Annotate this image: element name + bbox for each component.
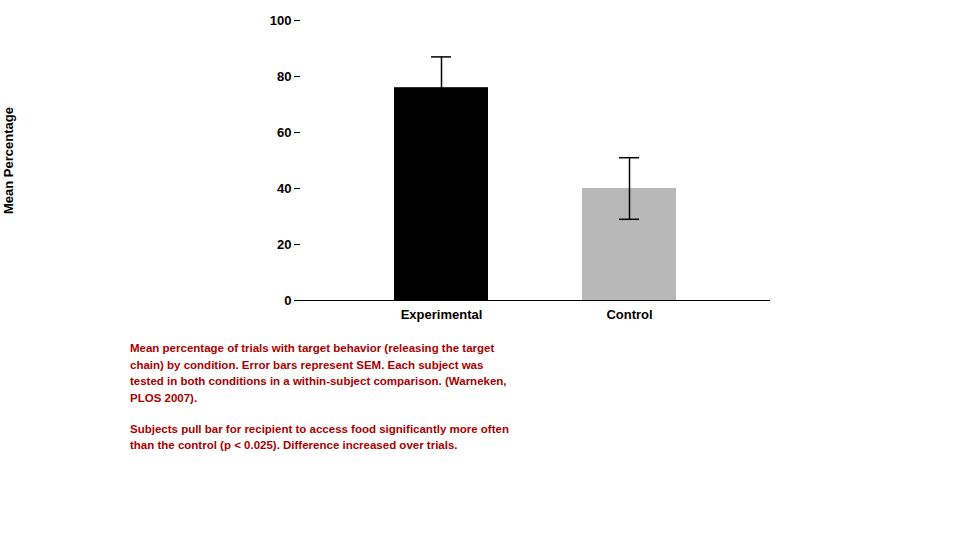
svg-text:Experimental: Experimental: [401, 307, 483, 322]
html-text:Subjects pull bar for recipien: Subjects pull bar for recipient to acces…: [130, 422, 509, 452]
svg-text:0: 0: [284, 293, 291, 308]
svg-text:Mean Percentage: Mean Percentage: [1, 107, 16, 214]
html-text:Mean percentage of trials with: Mean percentage of trials with target be…: [130, 342, 507, 404]
svg-text:60: 60: [277, 125, 291, 140]
svg-text:20: 20: [277, 237, 291, 252]
svg-text:100: 100: [270, 13, 292, 28]
svg-text:40: 40: [277, 181, 291, 196]
svg-text:80: 80: [277, 69, 291, 84]
svg-text:Control: Control: [606, 307, 652, 322]
